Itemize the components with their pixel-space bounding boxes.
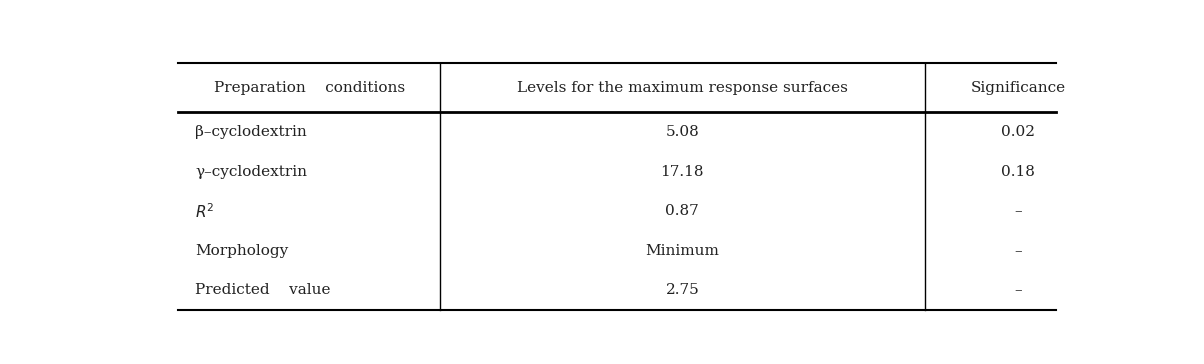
Text: Preparation    conditions: Preparation conditions — [213, 81, 405, 95]
Text: 0.87: 0.87 — [666, 204, 700, 218]
Text: 0.02: 0.02 — [1002, 125, 1035, 139]
Text: β–cyclodextrin: β–cyclodextrin — [195, 125, 307, 139]
Text: –: – — [1015, 283, 1022, 297]
Text: Minimum: Minimum — [645, 244, 719, 258]
Text: Predicted    value: Predicted value — [195, 283, 331, 297]
Text: 17.18: 17.18 — [661, 165, 704, 179]
Text: –: – — [1015, 244, 1022, 258]
Text: –: – — [1015, 204, 1022, 218]
Text: Morphology: Morphology — [195, 244, 289, 258]
Text: $R^{2}$: $R^{2}$ — [195, 202, 214, 221]
Text: γ–cyclodextrin: γ–cyclodextrin — [195, 165, 307, 179]
Text: 0.18: 0.18 — [1002, 165, 1035, 179]
Text: Significance: Significance — [970, 81, 1066, 95]
Text: 2.75: 2.75 — [666, 283, 700, 297]
Text: 5.08: 5.08 — [666, 125, 700, 139]
Text: Levels for the maximum response surfaces: Levels for the maximum response surfaces — [517, 81, 848, 95]
